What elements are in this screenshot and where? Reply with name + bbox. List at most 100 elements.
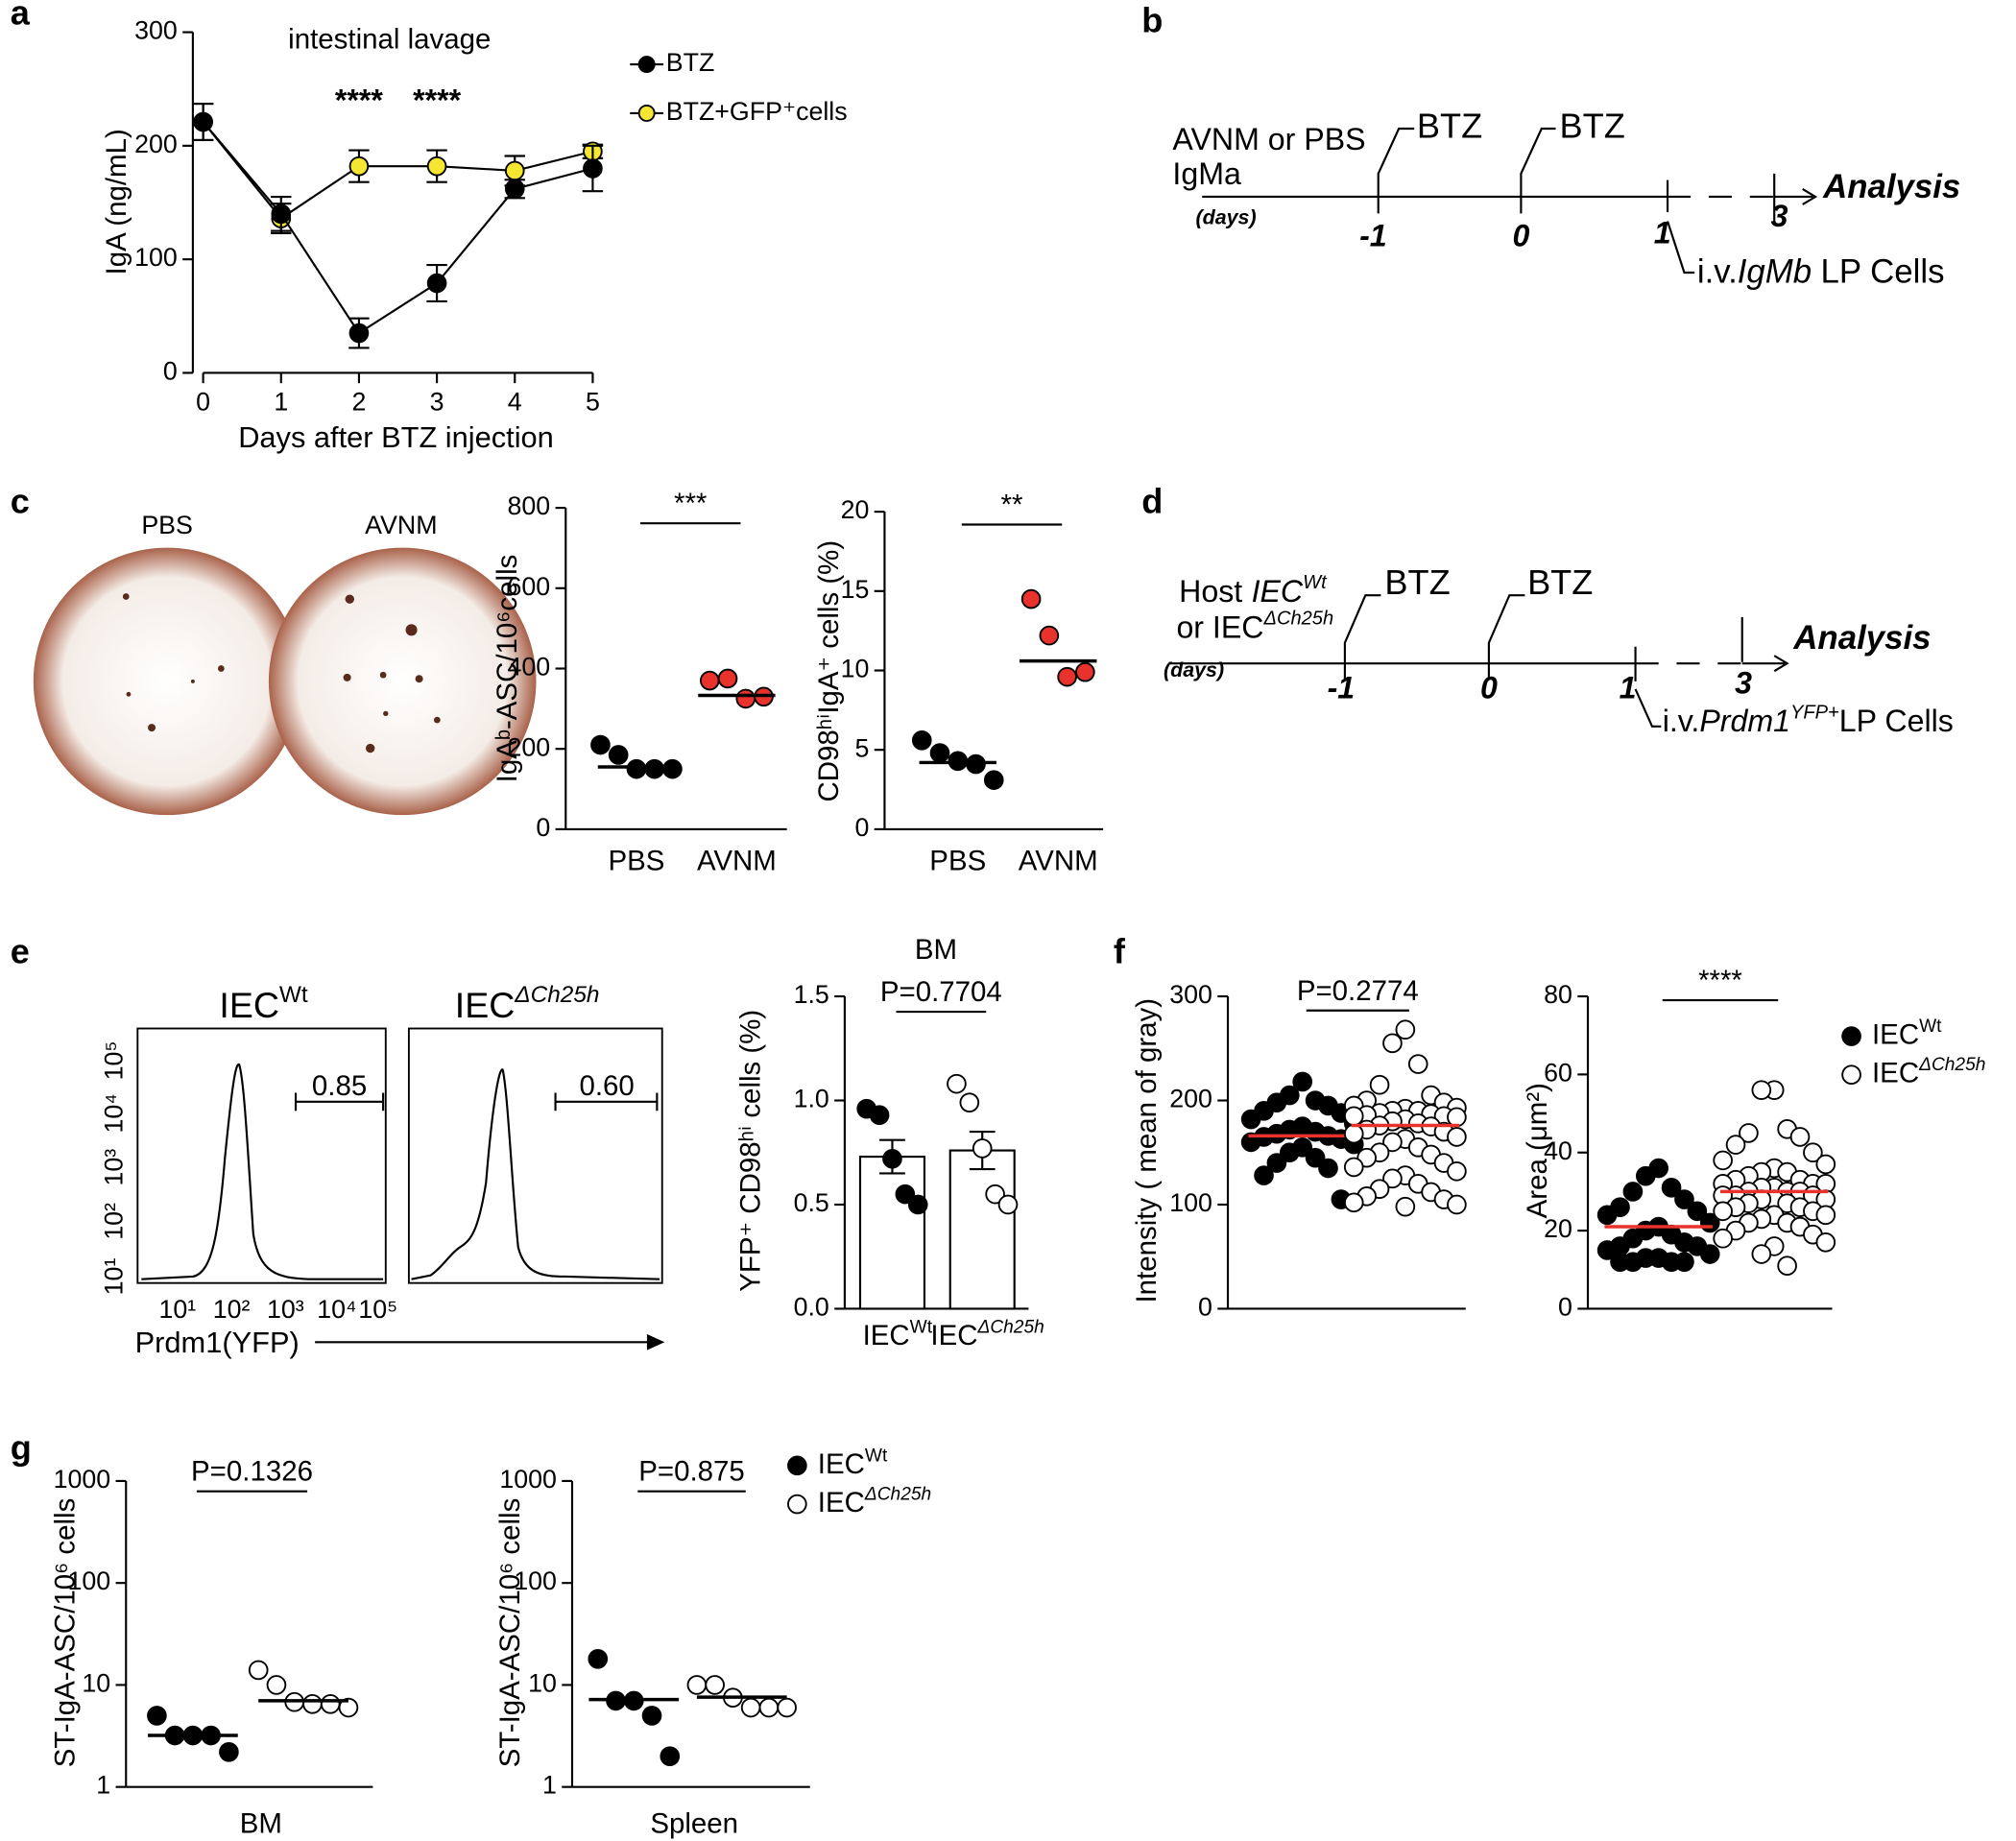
transfer: i.v.IgMb LP Cells	[1697, 253, 1945, 291]
legend-marker	[637, 56, 656, 74]
point	[686, 1675, 708, 1695]
y-tick-label: 20	[841, 495, 870, 524]
histogram	[141, 1063, 384, 1280]
y-tick-label: 1.0	[794, 1085, 829, 1113]
point	[504, 160, 525, 181]
point	[660, 1746, 681, 1767]
point	[972, 1138, 993, 1159]
legend-marker	[1841, 1064, 1861, 1086]
point	[777, 1697, 797, 1718]
point	[1240, 1109, 1261, 1130]
day: 0	[1512, 218, 1529, 252]
endpoint: Analysis	[1822, 168, 1960, 205]
point	[699, 670, 720, 691]
point	[1447, 1194, 1467, 1215]
flow-panels: IECWt IECΔCh25h 0.85 0.60 10¹ 10² 10³ 10…	[100, 982, 665, 1359]
text-sup: ΔCh25h	[864, 1485, 931, 1505]
point	[1343, 1123, 1364, 1144]
panel-label: c	[11, 482, 30, 521]
point	[1266, 1153, 1287, 1173]
y-tick-label: 0	[163, 357, 178, 386]
well-label: PBS	[141, 511, 193, 539]
point	[1674, 1252, 1694, 1272]
point	[426, 155, 447, 177]
spots	[122, 593, 441, 753]
point	[1622, 1182, 1644, 1202]
timeline-b: AVNM or PBS IgMa (days) BTZ BTZ -1 0 1 3…	[1172, 107, 1960, 291]
point	[338, 1697, 359, 1718]
transfer-source: IgMb	[1738, 253, 1812, 291]
x-tick-label: 1	[274, 388, 288, 417]
gate	[294, 1092, 385, 1112]
well-image	[268, 547, 537, 816]
point	[1447, 1160, 1467, 1182]
point	[947, 1073, 967, 1094]
host-word: Host	[1179, 574, 1242, 609]
text-sup: Wt	[1919, 1016, 1942, 1037]
point	[735, 688, 756, 709]
bar	[858, 1156, 926, 1310]
flow-box	[136, 1027, 387, 1284]
x-tick-label: PBS	[608, 846, 664, 877]
y-axis-label: ST-IgA-ASC/10⁶ cells	[49, 1498, 81, 1768]
point	[348, 323, 370, 344]
text-base: IEC	[1872, 1057, 1919, 1088]
x-axis-label: BM	[240, 1808, 282, 1840]
point	[1279, 1142, 1300, 1163]
point	[911, 729, 932, 751]
text-sup: ΔCh25h	[514, 982, 599, 1008]
point	[320, 1693, 341, 1714]
endpoint: Analysis	[1792, 619, 1931, 657]
text-base: IEC	[930, 1320, 977, 1351]
y-tick-label: 100	[514, 1566, 557, 1595]
point	[985, 1184, 1005, 1205]
point	[219, 1741, 239, 1762]
flow-tick: 10⁴	[317, 1295, 356, 1324]
point	[583, 158, 603, 179]
point	[1305, 1147, 1326, 1168]
flow-tick: 10³	[267, 1295, 304, 1324]
point	[1713, 1150, 1733, 1171]
y-axis-label: IgAᵇ-ASC/10⁶cells	[492, 555, 523, 783]
point	[959, 1092, 980, 1112]
legend-marker	[1841, 1026, 1861, 1046]
chart-title: BM	[915, 934, 957, 966]
host: Host IECWt	[1179, 572, 1328, 609]
flow-xlabel: Prdm1(YFP)	[135, 1326, 300, 1359]
point	[1713, 1201, 1733, 1222]
point	[1020, 588, 1042, 610]
y-tick-label: 1	[96, 1771, 110, 1800]
text-base: IEC	[863, 1320, 910, 1351]
legend-marker	[637, 104, 656, 122]
host-alt: or IECΔCh25h	[1176, 609, 1333, 645]
point	[1382, 1168, 1403, 1189]
mouse: IgMa	[1172, 156, 1241, 191]
point	[426, 273, 447, 294]
panel-label: g	[11, 1427, 32, 1467]
x-tick-label: PBS	[929, 846, 986, 877]
bracket	[1634, 646, 1662, 728]
y-tick-label: 20	[1544, 1214, 1572, 1243]
y-axis-label: Area (μm²)	[1522, 1083, 1553, 1218]
panel-label: d	[1141, 482, 1163, 521]
gate-value: 0.60	[579, 1070, 634, 1102]
point	[1777, 1255, 1797, 1277]
legend-label: IECΔCh25h	[1872, 1055, 1985, 1088]
flow-y-ticks: 10¹ 10² 10³ 10⁴ 10⁵	[100, 1041, 129, 1296]
x-tick-label: 0	[196, 388, 210, 417]
x-tick-label: 5	[586, 388, 600, 417]
text-base: IEC	[219, 985, 279, 1025]
point	[1382, 1132, 1403, 1153]
y-tick-label: 1000	[54, 1465, 111, 1494]
y-tick-label: 200	[134, 130, 178, 158]
point	[983, 770, 1004, 790]
legend-label: IECWt	[1872, 1016, 1942, 1050]
x-tick-label: AVNM	[697, 846, 777, 877]
bracket	[1487, 594, 1525, 680]
significance: ****	[1698, 965, 1742, 996]
flow-tick: 10⁴	[100, 1093, 129, 1133]
host-alt-word: or IEC	[1176, 610, 1263, 645]
point	[1635, 1165, 1656, 1186]
point	[758, 1697, 780, 1718]
significance: P=0.2774	[1297, 975, 1419, 1007]
